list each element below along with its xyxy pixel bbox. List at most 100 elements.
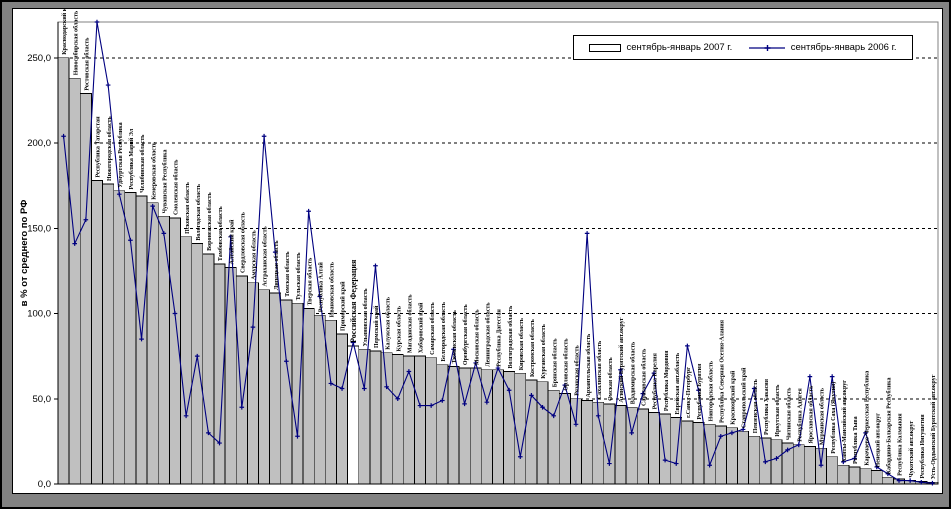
category-label: Чукотский авт.округ — [908, 421, 915, 478]
category-label: Вологодская область — [195, 183, 202, 240]
bar — [291, 302, 304, 485]
line-marker — [451, 347, 456, 352]
category-label: Пермский край — [373, 305, 380, 348]
category-label: Республика Карелия — [652, 352, 659, 409]
bar — [380, 352, 393, 485]
category-label: Приморский край — [340, 281, 347, 331]
legend-label-2006: сентябрь-январь 2006 г. — [790, 42, 897, 53]
line-marker — [607, 461, 612, 466]
chart-plot: 0,0 50,0 100,0 150,0 200,0 250,0 в % от средне… — [19, 9, 939, 490]
line-marker — [551, 413, 556, 419]
bar — [603, 403, 616, 485]
bar — [402, 355, 415, 485]
line-marker — [272, 249, 278, 255]
line-marker — [651, 370, 657, 376]
line-marker — [395, 396, 401, 402]
bar — [180, 236, 193, 485]
line-marker — [562, 382, 568, 388]
category-label: Ставропольский край — [741, 367, 748, 428]
bar — [770, 439, 783, 485]
bar — [558, 393, 571, 485]
category-label: Владимирская область — [629, 341, 636, 404]
line-marker — [896, 478, 902, 483]
bar — [859, 468, 872, 485]
line-marker — [217, 440, 222, 446]
category-label: Ярославская область — [808, 385, 815, 444]
chart-panel: 0,0 50,0 100,0 150,0 200,0 250,0 в % от средне… — [12, 8, 943, 494]
category-label: Республика Алтай — [317, 262, 324, 313]
line-marker — [740, 427, 746, 432]
legend-line-swatch — [748, 44, 785, 51]
y-tick-label: 50,0 — [33, 394, 52, 405]
category-label: Агинский Бурятский авт.округ — [618, 317, 625, 402]
line-marker — [61, 133, 66, 139]
line-marker — [295, 433, 300, 439]
bar — [870, 469, 883, 485]
line-marker — [373, 263, 378, 269]
bar — [748, 435, 761, 485]
category-label: Нижегородская область — [106, 116, 113, 181]
category-label: Омская область — [607, 357, 614, 401]
category-label: Усть-Ордынский Бурятский авт.округ — [930, 374, 937, 479]
category-label: Сахалинская область — [596, 340, 603, 399]
category-label: Чувашская Республика — [161, 149, 168, 213]
category-label: Саратовская область — [640, 348, 647, 406]
category-label: Тюменская область — [451, 309, 458, 363]
category-label: Хабаровский край — [418, 302, 425, 353]
category-label: Новосибирская область — [72, 10, 79, 75]
line-marker — [907, 478, 913, 483]
bar — [414, 355, 426, 485]
bar — [692, 422, 705, 485]
line-marker — [306, 208, 311, 214]
bar — [826, 456, 839, 485]
legend-item-2007: сентябрь-январь 2007 г. — [589, 42, 732, 53]
bar — [113, 190, 126, 485]
line-marker — [506, 387, 512, 393]
category-label: Астраханская область — [262, 225, 269, 286]
line-marker — [807, 374, 813, 379]
category-label: Рязанская область — [574, 345, 581, 396]
bar — [425, 357, 438, 485]
category-label: Республика Адыгея — [796, 388, 803, 442]
bar — [124, 192, 137, 485]
category-label: Республика Марий Эл — [128, 128, 135, 189]
line-marker — [239, 404, 245, 410]
bar — [737, 430, 750, 485]
y-tick-label: 100,0 — [27, 309, 51, 320]
bar — [636, 408, 649, 485]
category-label: Республика Ингушетия — [919, 414, 926, 479]
bar — [614, 405, 627, 485]
line-marker — [774, 456, 779, 461]
line-marker — [194, 353, 200, 359]
line-marker — [595, 413, 601, 419]
category-label: Тамбовская область — [217, 205, 224, 261]
category-label-russian-federation: Российская Федерация — [349, 259, 358, 343]
line-marker — [139, 336, 144, 342]
category-label: Ивановская область — [329, 261, 336, 317]
line-marker — [852, 456, 857, 461]
category-label: Читинская область — [785, 387, 792, 440]
category-label: Республика Мордовия — [663, 350, 670, 411]
bar — [246, 282, 259, 485]
category-label: Курская область — [395, 305, 402, 351]
category-label: Псковская область — [184, 181, 191, 233]
line-marker — [484, 399, 490, 405]
bar — [514, 372, 527, 485]
line-marker — [729, 430, 735, 436]
line-marker — [841, 459, 846, 465]
line-marker — [406, 369, 412, 374]
category-label: Кировская область — [518, 317, 525, 370]
category-label: Томская область — [284, 251, 291, 297]
line-marker — [751, 386, 757, 391]
category-label: Ленинградская область — [485, 302, 492, 367]
y-tick-label: 200,0 — [27, 138, 51, 149]
line-marker — [918, 479, 924, 485]
line-marker — [206, 430, 211, 436]
category-label: Кабардино-Балкарская Республика — [886, 377, 893, 474]
line-marker — [473, 360, 479, 366]
line-marker — [183, 413, 189, 419]
category-label: Пензенская область — [752, 378, 759, 433]
line-marker — [640, 391, 646, 396]
line-marker — [440, 398, 445, 403]
line-marker — [105, 82, 111, 88]
